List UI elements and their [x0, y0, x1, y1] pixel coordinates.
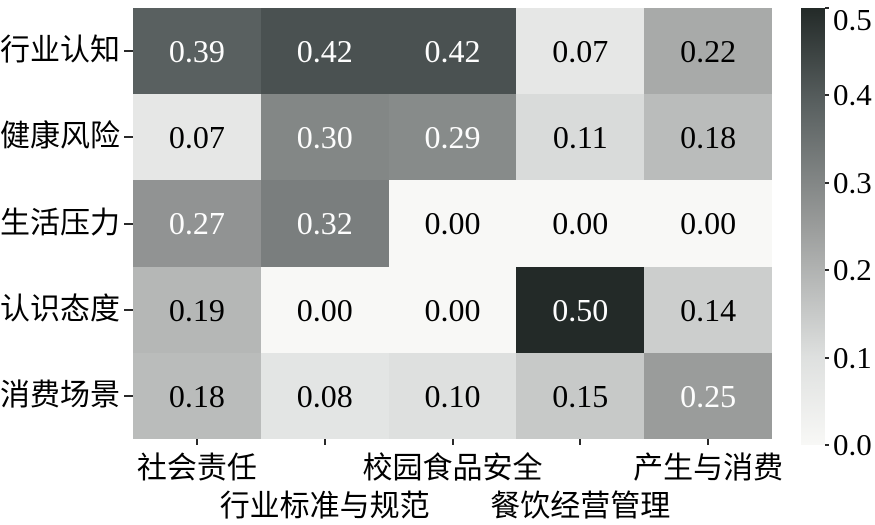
heatmap-grid: 0.39 0.42 0.42 0.07 0.22 0.07 0.30 0.29 0.11 0.18… — [133, 8, 772, 439]
heatmap-cell: 0.18 — [133, 352, 261, 439]
y-axis-label: 认识态度 — [0, 292, 120, 326]
colorbar-tick-label: 0.1 — [833, 339, 872, 375]
heatmap-cell: 0.00 — [260, 266, 389, 353]
heatmap-cell: 0.39 — [133, 8, 261, 95]
y-tick — [124, 50, 133, 53]
heatmap-cell: 0.32 — [260, 180, 389, 267]
y-tick — [124, 308, 133, 311]
heatmap-cell: 0.18 — [644, 94, 772, 181]
x-axis-label: 校园食品安全 — [362, 452, 543, 485]
colorbar-tick-label: 0.5 — [833, 2, 872, 37]
heatmap-cell: 0.07 — [516, 8, 645, 95]
x-axis-label: 餐饮经营管理 — [490, 490, 671, 523]
y-tick — [124, 136, 133, 139]
y-axis-label: 行业认知 — [0, 34, 120, 68]
y-axis-label: 消费场景 — [0, 378, 120, 412]
heatmap-cell: 0.00 — [388, 180, 517, 267]
heatmap-cell: 0.10 — [388, 352, 517, 439]
heatmap-cell: 0.15 — [516, 352, 645, 439]
x-axis-label: 社会责任 — [136, 452, 257, 485]
y-tick — [124, 394, 133, 397]
colorbar-tick-label: 0.4 — [833, 77, 872, 113]
colorbar-tick — [825, 7, 829, 9]
colorbar-gradient — [801, 8, 825, 445]
colorbar-tick-label: 0.2 — [833, 252, 872, 288]
colorbar-tick — [825, 356, 829, 359]
colorbar-tick — [825, 269, 829, 272]
heatmap-cell: 0.50 — [516, 266, 645, 353]
x-tick — [323, 439, 326, 445]
colorbar-tick-label: 0.0 — [833, 427, 872, 462]
x-tick — [451, 439, 454, 445]
heatmap-cell: 0.00 — [644, 180, 772, 267]
heatmap-cell: 0.07 — [133, 94, 261, 181]
x-axis-label: 产生与消费 — [633, 452, 784, 485]
heatmap-cell: 0.29 — [388, 94, 517, 181]
heatmap-cell: 0.00 — [388, 266, 517, 353]
colorbar-tick — [825, 444, 829, 446]
colorbar-tick — [825, 181, 829, 184]
heatmap-cell: 0.27 — [133, 180, 261, 267]
heatmap-cell: 0.22 — [644, 8, 772, 95]
colorbar-tick-label: 0.3 — [833, 164, 872, 200]
y-tick — [124, 222, 133, 225]
heatmap-cell: 0.14 — [644, 266, 772, 353]
y-axis-label: 生活压力 — [0, 206, 120, 240]
x-tick — [707, 439, 710, 445]
y-axis-label: 健康风险 — [0, 120, 120, 154]
x-tick — [195, 439, 198, 445]
heatmap-cell: 0.00 — [516, 180, 645, 267]
heatmap-cell: 0.08 — [260, 352, 389, 439]
x-tick — [579, 439, 582, 445]
x-axis-label: 行业标准与规范 — [219, 490, 430, 523]
heatmap-cell: 0.42 — [388, 8, 517, 95]
heatmap-cell: 0.11 — [516, 94, 645, 181]
heatmap-cell: 0.30 — [260, 94, 389, 181]
heatmap-cell: 0.19 — [133, 266, 261, 353]
colorbar-tick — [825, 94, 829, 97]
heatmap-cell: 0.42 — [260, 8, 389, 95]
heatmap-cell: 0.25 — [644, 352, 772, 439]
